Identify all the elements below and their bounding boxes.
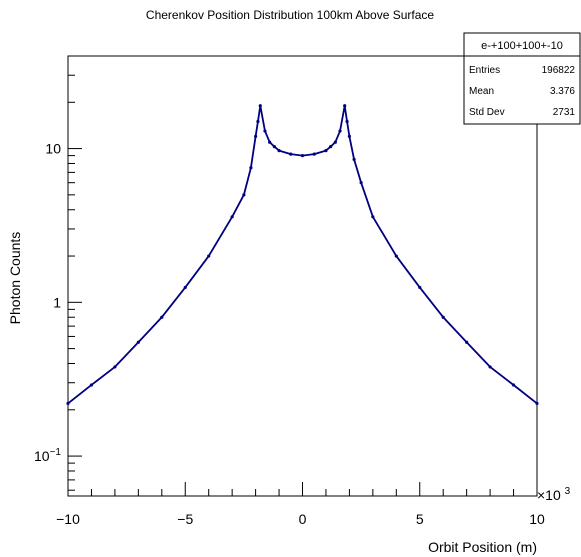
series-0-point-6 [207, 254, 211, 258]
y-axis-label: Photon Counts [7, 232, 23, 325]
stats-box-title: e-+100+100+-10 [481, 40, 563, 52]
series-0-point-33 [465, 340, 469, 344]
x-tick-label-0: −10 [56, 511, 80, 527]
series-0-point-25 [345, 119, 349, 124]
series-0-point-18 [300, 154, 305, 158]
stats-row-label-entries: Entries [469, 65, 500, 76]
ticks-layer: −10 −5 0 5 10 10−1 1 10 [34, 55, 545, 527]
stats-box: e-+100+100+-10 Entries 196822 Mean 3.376… [463, 32, 581, 125]
series-0-point-7 [230, 215, 234, 219]
x-tick-label-3: 5 [416, 511, 424, 527]
x-axis-multiplier-exponent: 3 [565, 486, 571, 497]
series-0-point-19 [312, 152, 316, 156]
series-0-point-24 [343, 104, 347, 108]
stats-row-label-mean: Mean [469, 86, 494, 97]
series-0-point-22 [333, 140, 337, 144]
series-0-point-8 [242, 193, 246, 197]
series-0-point-0 [66, 401, 70, 406]
stats-box-frame [463, 32, 581, 125]
series-0-point-1 [89, 383, 94, 387]
series-0-point-31 [418, 285, 422, 290]
x-axis-label: Orbit Position (m) [428, 539, 537, 555]
plot-frame [67, 55, 538, 497]
series-0-point-13 [263, 129, 267, 133]
y-tick-label-2: 10 [45, 141, 61, 157]
stats-row-value-stddev: 2731 [553, 107, 576, 118]
series-0-point-26 [347, 134, 351, 138]
series-0-point-15 [272, 145, 276, 149]
stats-row-value-entries: 196822 [542, 65, 576, 76]
series-0-point-16 [277, 149, 281, 153]
x-axis-multiplier: ×10 3 [537, 486, 571, 503]
series-0-point-35 [511, 383, 516, 387]
series-0-point-34 [488, 365, 492, 369]
series-0-point-4 [160, 315, 164, 319]
series-0-point-10 [254, 134, 258, 138]
series-0-point-11 [256, 119, 260, 124]
series-0-point-14 [268, 140, 272, 144]
x-tick-label-1: −5 [177, 511, 193, 527]
series-0-point-12 [258, 104, 262, 108]
x-axis-multiplier-base: ×10 [537, 487, 561, 503]
svg-text:Photon Counts: Photon Counts [7, 232, 23, 325]
chart-title: Cherenkov Position Distribution 100km Ab… [146, 8, 434, 22]
series-0-point-30 [394, 254, 398, 258]
series-0-point-21 [329, 145, 333, 149]
series-0-point-32 [441, 315, 445, 319]
x-tick-label-4: 10 [529, 511, 545, 527]
y-tick-label-0: 10−1 [34, 447, 61, 464]
y-tick-label-1: 1 [53, 294, 61, 310]
series-0-point-36 [535, 401, 539, 406]
series-0-point-29 [371, 215, 375, 219]
x-tick-label-2: 0 [299, 511, 307, 527]
stats-row-value-mean: 3.376 [550, 86, 575, 97]
series-0-point-17 [289, 152, 293, 156]
series-0-point-2 [113, 365, 117, 369]
series-0-point-3 [136, 340, 140, 344]
series-0-point-9 [249, 166, 253, 170]
series-layer [66, 104, 539, 406]
svg-text:×10 3: ×10 3 [537, 486, 571, 503]
series-0-point-27 [352, 157, 356, 162]
series-0-point-5 [183, 285, 187, 290]
plot-area: −10 −5 0 5 10 10−1 1 10 [34, 55, 545, 527]
stats-row-label-stddev: Std Dev [469, 107, 505, 118]
series-0-point-20 [324, 149, 328, 153]
series-0-point-23 [338, 129, 342, 133]
series-0-point-28 [359, 181, 363, 185]
